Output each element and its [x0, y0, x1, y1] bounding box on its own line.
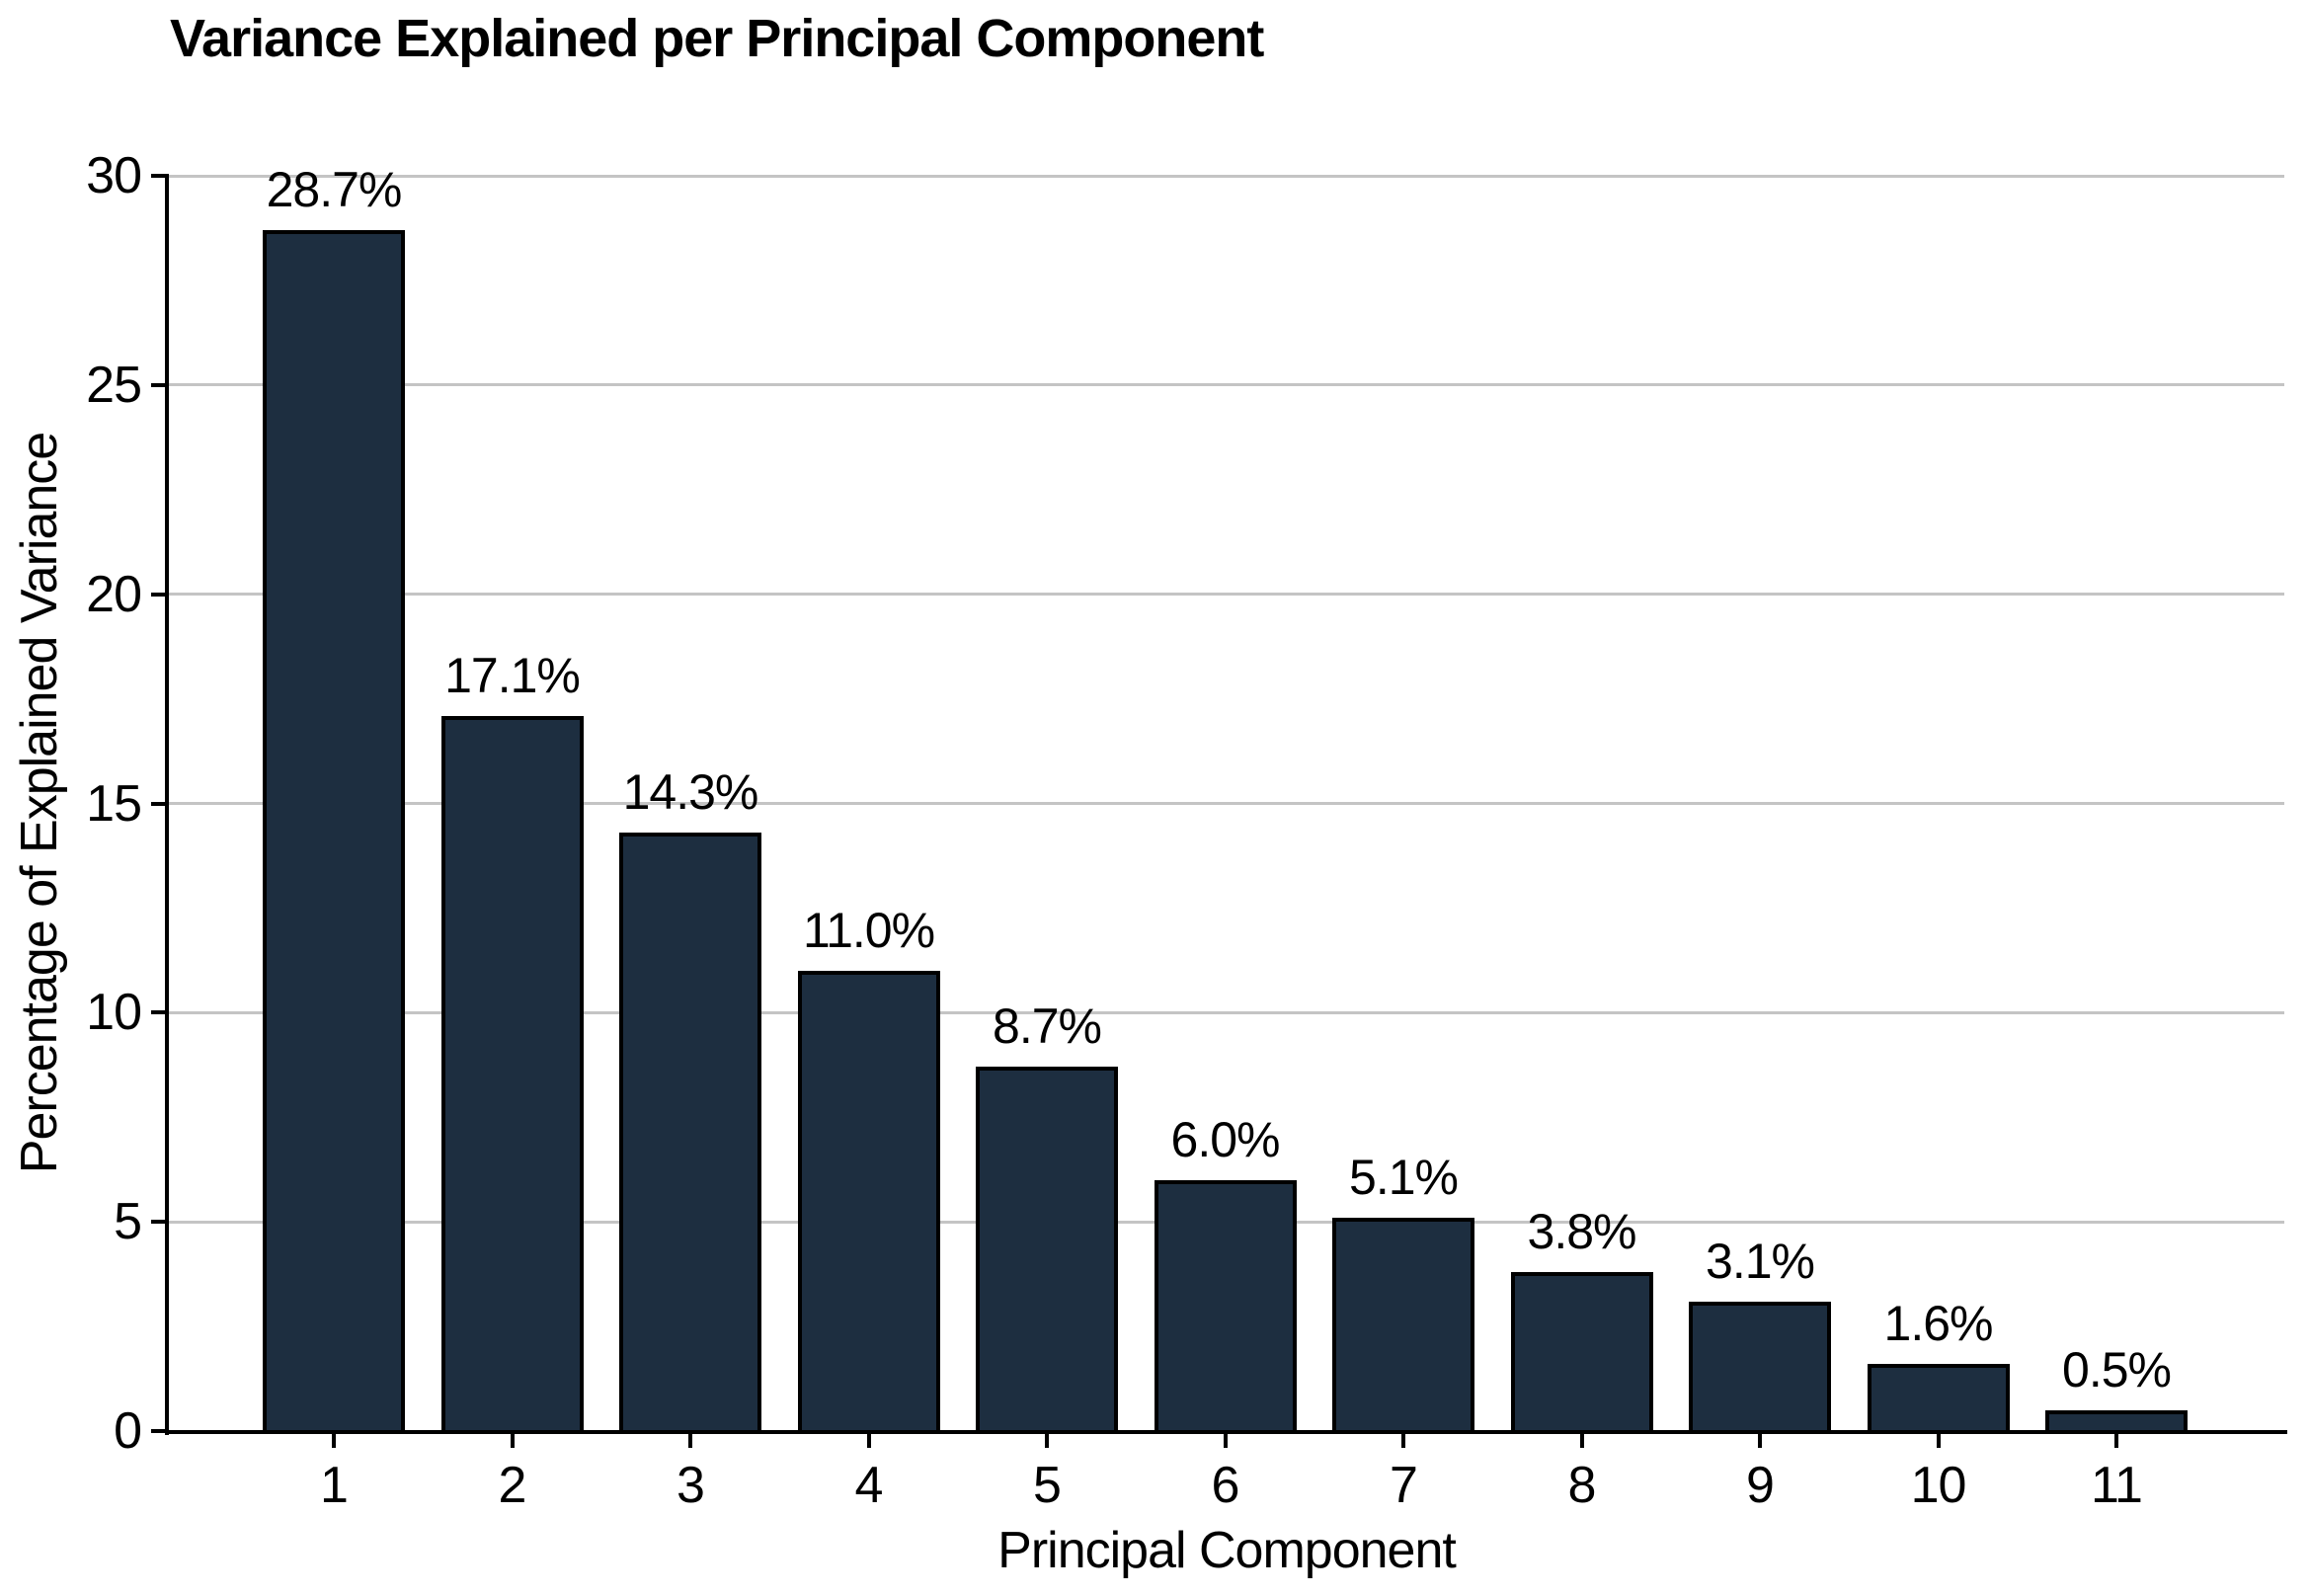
y-tick-label-5: 5 — [114, 1193, 142, 1251]
x-tick-3 — [688, 1434, 692, 1448]
bar-pc-1 — [263, 230, 405, 1431]
x-tick-11 — [2114, 1434, 2118, 1448]
bar-pc-10 — [1867, 1364, 2010, 1431]
y-tick-30 — [151, 174, 165, 178]
bar-pc-6 — [1154, 1179, 1297, 1431]
x-tick-8 — [1579, 1434, 1584, 1448]
x-tick-label-5: 5 — [1033, 1457, 1062, 1514]
bar-value-label-pc-5: 8.7% — [993, 998, 1102, 1055]
x-tick-label-3: 3 — [677, 1457, 705, 1514]
x-tick-2 — [510, 1434, 515, 1448]
y-tick-label-25: 25 — [86, 356, 142, 414]
x-tick-label-6: 6 — [1211, 1457, 1240, 1514]
bar-value-label-pc-1: 28.7% — [266, 162, 403, 218]
bar-pc-11 — [2045, 1409, 2188, 1431]
bar-pc-5 — [976, 1067, 1118, 1431]
x-tick-1 — [332, 1434, 336, 1448]
y-tick-label-10: 10 — [86, 984, 142, 1042]
y-tick-label-15: 15 — [86, 774, 142, 833]
gridline-y-10 — [168, 1010, 2284, 1014]
x-tick-label-7: 7 — [1390, 1457, 1418, 1514]
y-tick-15 — [151, 801, 165, 806]
bar-value-label-pc-11: 0.5% — [2062, 1341, 2172, 1397]
bar-value-label-pc-8: 3.8% — [1527, 1204, 1637, 1260]
chart-title: Variance Explained per Principal Compone… — [170, 9, 1264, 68]
x-tick-label-8: 8 — [1567, 1457, 1597, 1514]
gridline-y-25 — [168, 383, 2284, 387]
y-tick-label-0: 0 — [114, 1402, 142, 1460]
x-tick-10 — [1936, 1434, 1941, 1448]
x-tick-label-10: 10 — [1910, 1457, 1967, 1514]
gridline-y-30 — [168, 174, 2284, 178]
bar-value-label-pc-2: 17.1% — [444, 647, 581, 703]
x-axis-spine — [165, 1430, 2287, 1434]
x-tick-6 — [1223, 1434, 1228, 1448]
bar-pc-3 — [619, 833, 761, 1431]
bar-value-label-pc-9: 3.1% — [1706, 1233, 1815, 1289]
y-tick-label-30: 30 — [86, 147, 142, 204]
x-tick-label-2: 2 — [498, 1457, 527, 1514]
gridline-y-15 — [168, 802, 2284, 805]
gridline-y-20 — [168, 593, 2284, 597]
bar-value-label-pc-10: 1.6% — [1883, 1296, 1994, 1352]
bar-value-label-pc-7: 5.1% — [1349, 1149, 1459, 1205]
x-axis-label: Principal Component — [997, 1522, 1457, 1579]
x-tick-label-11: 11 — [2091, 1457, 2143, 1514]
y-tick-label-20: 20 — [86, 565, 142, 623]
x-tick-4 — [866, 1434, 871, 1448]
x-tick-label-1: 1 — [320, 1457, 349, 1514]
bar-pc-8 — [1510, 1272, 1653, 1431]
y-tick-25 — [151, 382, 165, 387]
x-tick-7 — [1401, 1434, 1405, 1448]
bar-value-label-pc-6: 6.0% — [1170, 1111, 1281, 1167]
x-tick-9 — [1758, 1434, 1762, 1448]
bar-pc-7 — [1332, 1217, 1474, 1431]
bar-pc-9 — [1689, 1301, 1831, 1431]
x-tick-5 — [1045, 1434, 1049, 1448]
bar-pc-2 — [440, 715, 584, 1431]
plot-area: 28.7% 17.1% 14.3% 11.0% 8.7% 6.0% 5.1% 3.8% 3.1%… — [168, 162, 2284, 1431]
bar-value-label-pc-3: 14.3% — [622, 764, 759, 821]
bar-pc-4 — [797, 970, 940, 1431]
y-tick-5 — [151, 1220, 165, 1225]
y-tick-10 — [151, 1010, 165, 1015]
y-tick-0 — [151, 1429, 165, 1433]
x-tick-label-9: 9 — [1746, 1457, 1775, 1514]
y-tick-20 — [151, 592, 165, 597]
bar-value-label-pc-4: 11.0% — [802, 902, 935, 958]
y-axis-spine — [165, 174, 169, 1435]
x-tick-label-4: 4 — [854, 1457, 884, 1514]
